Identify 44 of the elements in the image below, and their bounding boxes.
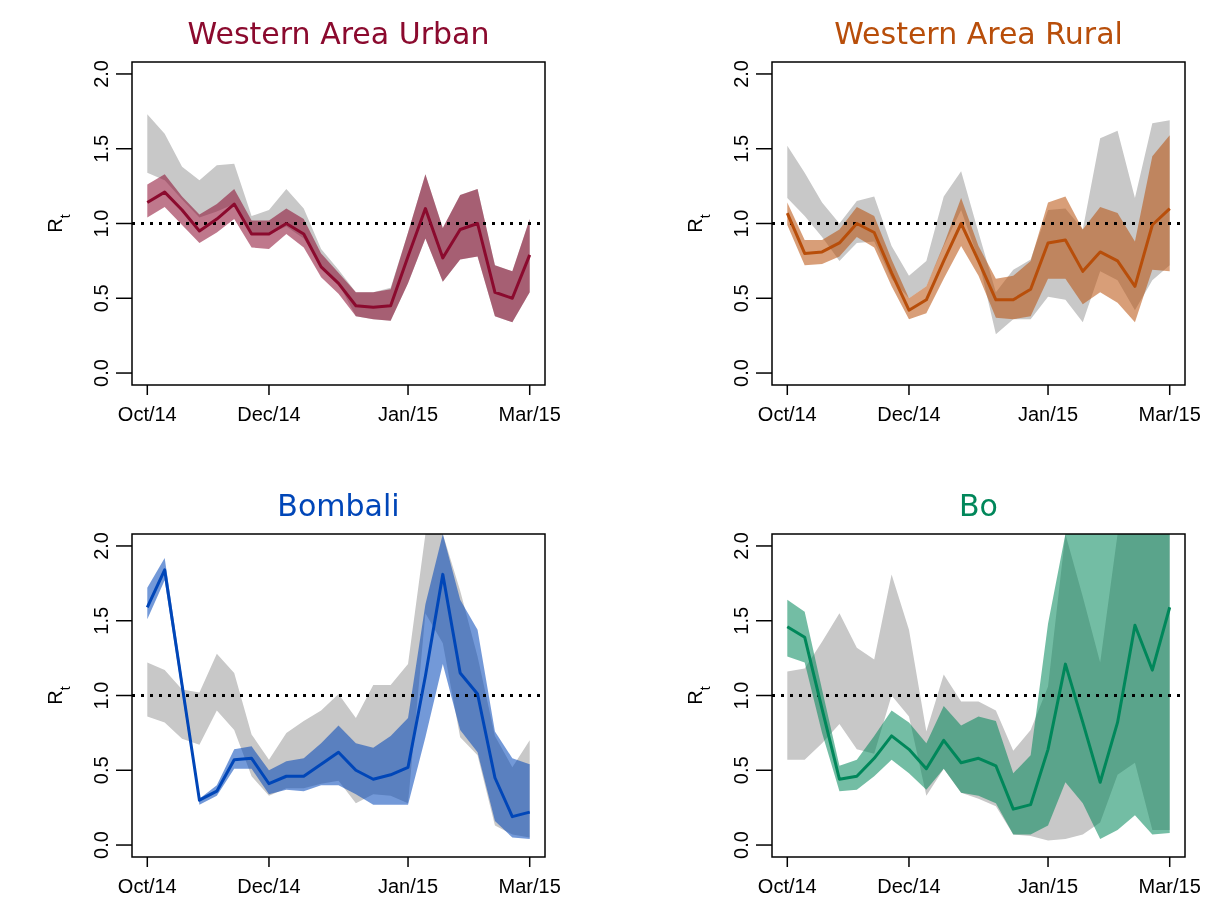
y-tick-label: 0.5 [90,284,112,313]
y-tick-label: 0.0 [730,359,752,387]
y-tick-label: 1.5 [90,606,112,635]
x-tick-label: Dec/14 [237,403,301,425]
y-tick-label: 2.0 [90,532,112,560]
y-tick-label: 1.0 [730,681,752,710]
x-tick-label: Jan/15 [1018,403,1079,425]
y-tick-label: 1.5 [90,134,112,163]
chart-title: Western Area Urban [187,16,490,51]
y-tick-label: 0.5 [90,756,112,785]
line-series [145,190,532,309]
x-tick-label: Mar/15 [498,875,561,897]
x-tick-label: Oct/14 [117,403,177,425]
x-tick-label: Dec/14 [877,875,941,897]
y-tick-label: 2.0 [730,532,752,560]
chart-title: Bombali [277,488,400,523]
line-series [785,207,1172,312]
x-tick-label: Oct/14 [757,403,817,425]
y-tick-label: 2.0 [730,60,752,88]
x-tick-label: Oct/14 [757,875,817,897]
line-series [145,568,532,819]
y-tick-label: 0.0 [90,831,112,859]
line-series [785,605,1172,811]
chart-title: Bo [959,488,998,523]
y-tick-label: 1.0 [730,209,752,238]
y-tick-label: 0.0 [90,359,112,387]
y-tick-label: 0.5 [730,756,752,785]
chart-title: Western Area Rural [834,16,1123,51]
y-tick-label: 1.5 [730,134,752,163]
y-tick-label: 1.0 [90,209,112,238]
x-tick-label: Dec/14 [877,403,941,425]
x-tick-label: Jan/15 [378,403,439,425]
x-tick-label: Mar/15 [1138,875,1201,897]
x-tick-label: Mar/15 [1138,403,1201,425]
x-tick-label: Dec/14 [237,875,301,897]
y-tick-label: 1.5 [730,606,752,635]
y-tick-label: 0.0 [730,831,752,859]
y-tick-label: 0.5 [730,284,752,313]
x-tick-label: Jan/15 [1018,875,1079,897]
y-tick-label: 1.0 [90,681,112,710]
x-tick-label: Oct/14 [117,875,177,897]
y-tick-label: 2.0 [90,60,112,88]
x-tick-label: Jan/15 [378,875,439,897]
x-tick-label: Mar/15 [498,403,561,425]
